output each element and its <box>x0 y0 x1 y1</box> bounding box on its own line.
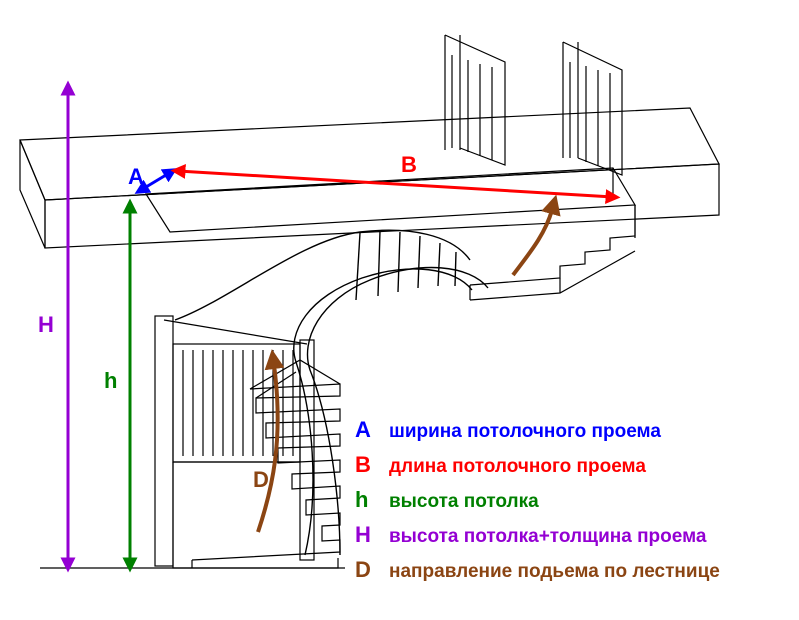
dimension-B <box>178 171 613 197</box>
legend: A ширина потолочного проема B длина пото… <box>355 418 720 592</box>
legend-key: h <box>355 488 389 512</box>
legend-text: высота потолка+толщина проема <box>389 527 706 548</box>
dimension-A <box>141 172 171 190</box>
legend-row-H: H высота потолка+толщина проема <box>355 523 720 548</box>
legend-text: направление подьема по лестнице <box>389 562 720 583</box>
legend-row-h: h высота потолка <box>355 488 720 513</box>
label-H: H <box>38 312 54 338</box>
legend-key: H <box>355 523 389 547</box>
legend-row-D: D направление подьема по лестнице <box>355 558 720 583</box>
legend-row-A: A ширина потолочного проема <box>355 418 720 443</box>
legend-text: ширина потолочного проема <box>389 422 661 443</box>
legend-key: D <box>355 558 389 582</box>
label-h: h <box>104 368 117 394</box>
label-D: D <box>253 467 269 493</box>
upper-flight <box>470 205 635 300</box>
label-B: B <box>401 152 417 178</box>
label-A: A <box>128 164 144 190</box>
legend-key: A <box>355 418 389 442</box>
legend-text: длина потолочного проема <box>389 457 646 478</box>
upper-railing <box>445 35 622 175</box>
ceiling-slab <box>20 108 719 248</box>
lower-flight <box>155 316 340 568</box>
direction-arrow-upper <box>513 210 552 275</box>
legend-text: высота потолка <box>389 492 539 513</box>
legend-key: B <box>355 453 389 477</box>
legend-row-B: B длина потолочного проема <box>355 453 720 478</box>
